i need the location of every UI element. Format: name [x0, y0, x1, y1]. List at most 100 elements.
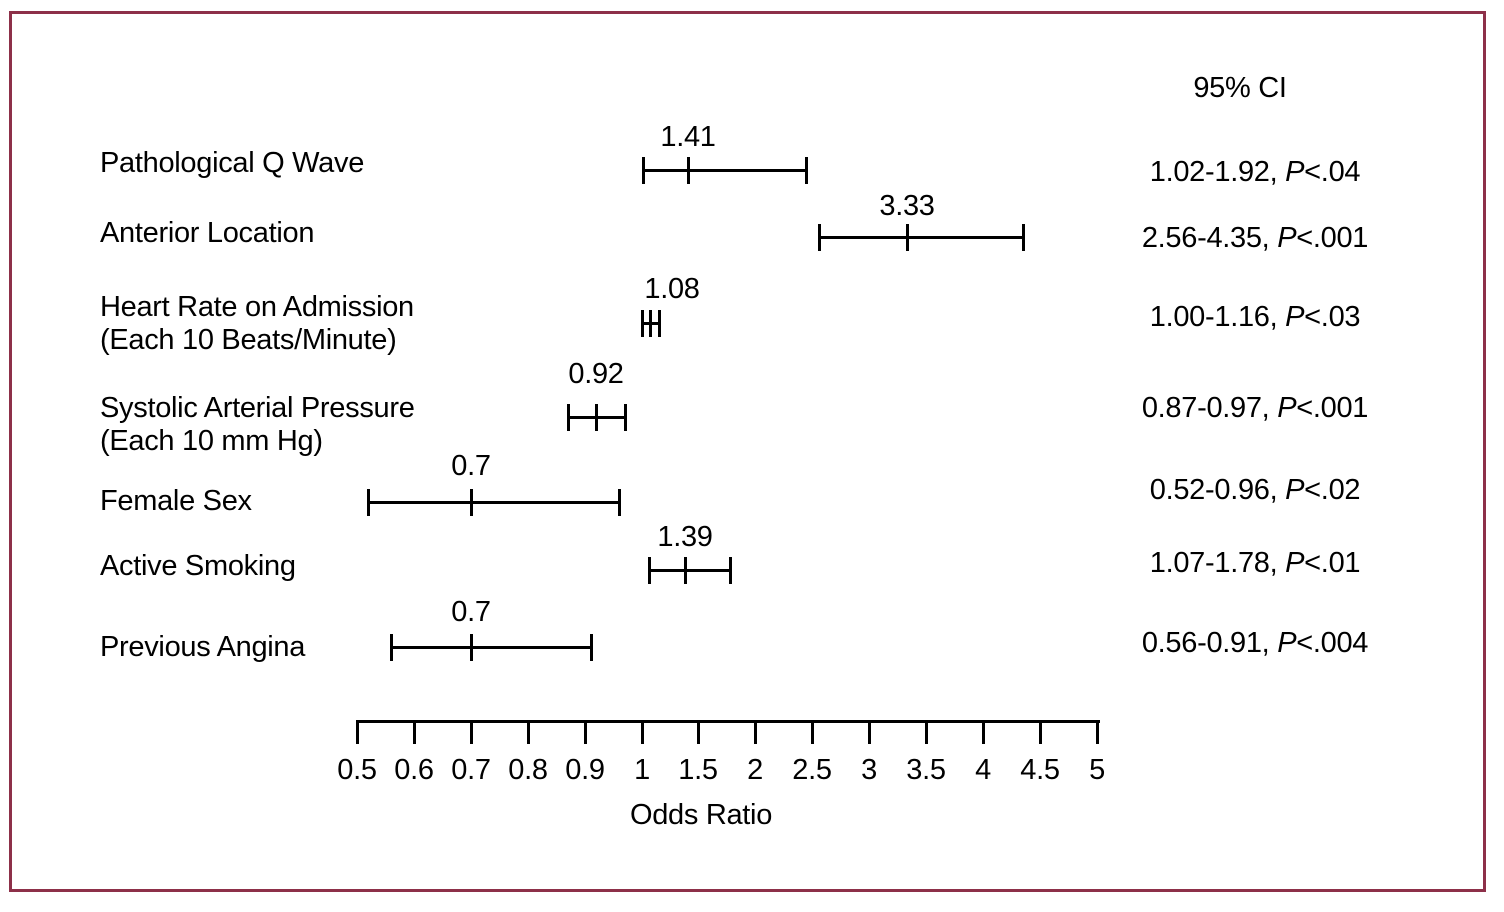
x-axis-tick-label: 0.6: [394, 754, 434, 786]
ci-cap-low: [641, 310, 644, 337]
or-point-tick: [684, 557, 687, 584]
or-value-label: 3.33: [879, 190, 935, 222]
ci-column-header: 95% CI: [1193, 72, 1287, 104]
x-axis-tick-mark: [811, 720, 814, 744]
or-value-label: 0.92: [568, 358, 624, 390]
ci-cap-high: [658, 310, 661, 337]
or-value-label: 1.39: [657, 521, 713, 553]
ci-bar-line: [643, 169, 806, 172]
or-point-tick: [595, 404, 598, 431]
x-axis-tick-label: 4: [975, 754, 991, 786]
row-label-line: Previous Angina: [100, 630, 306, 663]
x-axis-tick-mark: [413, 720, 416, 744]
x-axis-tick-mark: [470, 720, 473, 744]
ci-value-text: 1.00-1.16, P<.03: [995, 301, 1504, 333]
ci-bar-line: [391, 646, 591, 649]
x-axis-tick-mark: [754, 720, 757, 744]
ci-cap-high: [590, 634, 593, 661]
row-label-line: Active Smoking: [100, 549, 296, 582]
ci-value-text: 1.02-1.92, P<.04: [995, 156, 1504, 188]
x-axis-tick-label: 0.7: [451, 754, 491, 786]
ci-cap-low: [648, 557, 651, 584]
x-axis-line: [357, 720, 1100, 723]
ci-value-text: 0.52-0.96, P<.02: [995, 474, 1504, 506]
ci-bar-line: [649, 569, 730, 572]
ci-value-text: 0.87-0.97, P<.001: [995, 392, 1504, 424]
row-label: Systolic Arterial Pressure (Each 10 mm Hg…: [100, 392, 415, 458]
ci-range: 1.02-1.92,: [1149, 156, 1286, 188]
p-symbol: P: [1277, 627, 1297, 659]
x-axis-tick-mark: [527, 720, 530, 744]
ci-value-text: 1.07-1.78, P<.01: [995, 547, 1504, 579]
ci-cap-low: [567, 404, 570, 431]
or-value-label: 1.41: [660, 121, 716, 153]
row-label-line: Heart Rate on Admission: [100, 291, 414, 323]
ci-range: 1.00-1.16,: [1149, 301, 1286, 333]
p-symbol: P: [1285, 156, 1305, 188]
p-threshold: <.001: [1296, 392, 1369, 424]
or-point-tick: [470, 489, 473, 516]
row-label: Active Smoking: [100, 550, 296, 583]
p-symbol: P: [1277, 392, 1297, 424]
x-axis-tick-mark: [1039, 720, 1042, 744]
row-label-line: (Each 10 mm Hg): [100, 425, 323, 457]
x-axis-tick-label: 0.9: [565, 754, 605, 786]
x-axis-tick-mark: [641, 720, 644, 744]
row-label-line: (Each 10 Beats/Minute): [100, 324, 397, 356]
x-axis-tick-mark: [925, 720, 928, 744]
row-label: Anterior Location: [100, 217, 314, 250]
ci-cap-low: [367, 489, 370, 516]
ci-cap-high: [618, 489, 621, 516]
ci-range: 2.56-4.35,: [1141, 222, 1278, 254]
x-axis-title: Odds Ratio: [629, 799, 773, 831]
ci-value-text: 0.56-0.91, P<.004: [995, 627, 1504, 659]
x-axis-tick-label: 0.5: [337, 754, 377, 786]
x-axis-tick-mark: [697, 720, 700, 744]
row-label-line: Anterior Location: [100, 216, 315, 249]
row-label-line: Female Sex: [100, 484, 252, 517]
or-value-label: 0.7: [451, 596, 491, 628]
row-label: Previous Angina: [100, 631, 305, 664]
row-label: Female Sex: [100, 485, 252, 518]
x-axis-tick-label: 2.5: [792, 754, 832, 786]
p-threshold: <.004: [1296, 627, 1369, 659]
ci-cap-low: [642, 157, 645, 184]
ci-range: 0.52-0.96,: [1149, 474, 1286, 506]
or-value-label: 1.08: [644, 273, 700, 305]
or-point-tick: [906, 224, 909, 251]
x-axis-tick-label: 5: [1089, 754, 1105, 786]
ci-range: 0.56-0.91,: [1141, 627, 1278, 659]
ci-range: 1.07-1.78,: [1149, 547, 1286, 579]
or-point-tick: [470, 634, 473, 661]
ci-cap-high: [729, 557, 732, 584]
p-threshold: <.04: [1304, 156, 1361, 188]
x-axis-tick-label: 0.8: [508, 754, 548, 786]
figure-border: [9, 11, 1486, 892]
p-symbol: P: [1285, 301, 1305, 333]
or-point-tick: [687, 157, 690, 184]
x-axis-tick-label: 2: [747, 754, 763, 786]
p-threshold: <.001: [1296, 222, 1369, 254]
x-axis-tick-mark: [356, 720, 359, 744]
or-value-label: 0.7: [451, 450, 491, 482]
x-axis-tick-label: 1.5: [678, 754, 718, 786]
row-label-line: Systolic Arterial Pressure: [100, 392, 415, 424]
row-label: Heart Rate on Admission (Each 10 Beats/Mi…: [100, 291, 414, 357]
x-axis-tick-label: 1: [634, 754, 650, 786]
or-point-tick: [649, 310, 652, 337]
x-axis-tick-label: 3.5: [906, 754, 946, 786]
x-axis-tick-mark: [1096, 720, 1099, 744]
x-axis-tick-mark: [584, 720, 587, 744]
ci-cap-high: [805, 157, 808, 184]
p-threshold: <.03: [1304, 301, 1361, 333]
ci-cap-low: [818, 224, 821, 251]
p-symbol: P: [1285, 474, 1305, 506]
ci-bar-line: [819, 236, 1023, 239]
x-axis-tick-label: 4.5: [1020, 754, 1060, 786]
ci-cap-low: [390, 634, 393, 661]
x-axis-tick-label: 3: [861, 754, 877, 786]
row-label: Pathological Q Wave: [100, 147, 364, 180]
row-label-line: Pathological Q Wave: [100, 146, 365, 179]
p-symbol: P: [1277, 222, 1297, 254]
ci-cap-high: [624, 404, 627, 431]
